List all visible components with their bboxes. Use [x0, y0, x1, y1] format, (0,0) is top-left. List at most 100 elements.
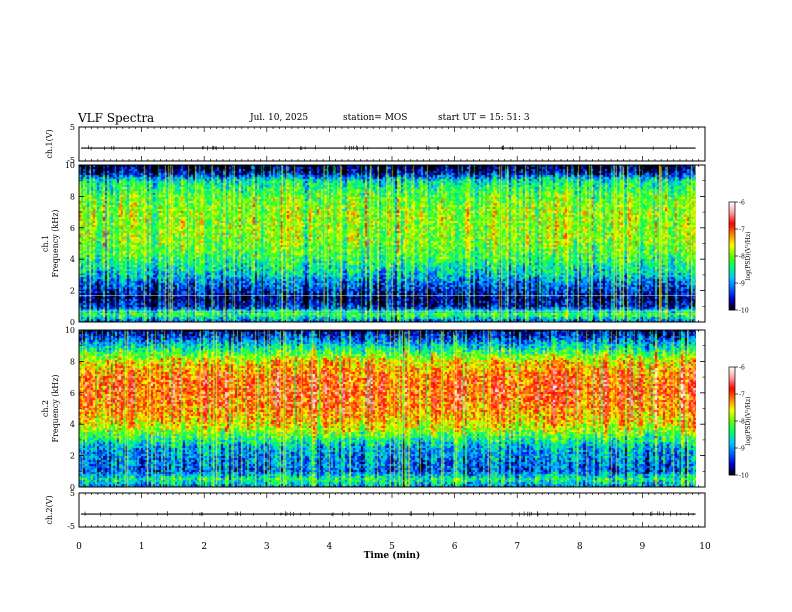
ch1-waveform-frame [78, 126, 706, 162]
ch2-spectrogram-colorbar-seg [729, 457, 735, 460]
ch2-waveform-ylabel: ch.2(V) [45, 495, 54, 524]
ch1-spectrogram-colorbar-seg [729, 283, 735, 286]
ch2-spectrogram-colorbar-seg [729, 469, 735, 472]
ch2-spectrogram-colorbar-seg [729, 377, 735, 380]
ch1-spectrogram-colorbar-seg [729, 275, 735, 278]
ch1-spectrogram-colorbar-seg [729, 234, 735, 237]
ch2-spectrogram-colorbar-seg [729, 467, 735, 470]
ch2-spectrogram-colorbar-seg [729, 439, 735, 442]
ch2-spectrogram-colorbar-seg [729, 412, 735, 415]
x-tick-label: 1 [139, 542, 145, 552]
ch1-spectrogram-colorbar-seg [729, 279, 735, 282]
ch1-spectrogram-colorbar-seg [729, 257, 735, 260]
ch1-spectrogram-colorbar-seg [729, 238, 735, 241]
ch1-spectrogram-colorbar-seg [729, 293, 735, 296]
ch1-spectrogram-ylabel: Frequency (kHz) [51, 209, 60, 277]
ch1-spectrogram-colorbar-seg [729, 263, 735, 266]
ch2-spectrogram-ytick-label: 10 [65, 326, 75, 335]
ch1-spectrogram-colorbar-seg [729, 254, 735, 257]
ch2-spectrogram-colorbar-seg [729, 466, 735, 469]
ch1-spectrogram-colorbar-seg [729, 277, 735, 280]
ch1-spectrogram-colorbar-seg [729, 252, 735, 255]
ch2-spectrogram-colorbar-seg [729, 397, 735, 400]
ch2-spectrogram-colorbar-seg [729, 453, 735, 456]
ch2-spectrogram-colorbar-tick-label: -8 [739, 419, 745, 426]
ch1-spectrogram-ytick-label: 4 [70, 255, 75, 264]
ch1-spectrogram-colorbar-seg [729, 221, 735, 224]
ch1-spectrogram-colorbar-seg [729, 202, 735, 205]
ch1-spectrogram-colorbar-seg [729, 207, 735, 210]
ch2-spectrogram-colorbar-seg [729, 385, 735, 388]
ch1-spectrogram-colorbar-seg [729, 268, 735, 271]
ch1-spectrogram-colorbar-seg [729, 220, 735, 223]
ch1-spectrogram-colorbar-seg [729, 292, 735, 295]
ch2-spectrogram-ytick-label: 2 [70, 452, 75, 461]
ch2-spectrogram-colorbar-seg [729, 376, 735, 379]
ch2-spectrogram-colorbar-seg [729, 460, 735, 463]
ch2-spectrogram-colorbar-seg [729, 401, 735, 404]
ch1-spectrogram-colorbar-seg [729, 211, 735, 214]
ch1-spectrogram-colorbar-label: log(PSD)(V²/Hz) [745, 232, 752, 281]
ch2-spectrogram-colorbar-seg [729, 383, 735, 386]
ch1-spectrogram-colorbar-seg [729, 232, 735, 235]
ch2-spectrogram-colorbar-seg [729, 462, 735, 465]
ch1-spectrogram-ytick-label: 6 [70, 224, 75, 233]
ch2-spectrogram-colorbar-seg [729, 390, 735, 393]
ch2-spectrogram-colorbar-seg [729, 395, 735, 398]
ch2-spectrogram-colorbar-seg [729, 473, 735, 476]
x-tick-label: 3 [264, 542, 270, 552]
ch1-spectrogram-colorbar-seg [729, 227, 735, 230]
ch2-spectrogram-colorbar-seg [729, 428, 735, 431]
ch1-spectrogram-colorbar-seg [729, 308, 735, 311]
x-tick-label: 9 [640, 542, 646, 552]
chart-title: VLF Spectra [78, 111, 155, 125]
ch2-spectrogram-colorbar-seg [729, 446, 735, 449]
ch1-spectrogram-colorbar-seg [729, 304, 735, 307]
ch1-spectrogram-colorbar-seg [729, 241, 735, 244]
ch1-spectrogram-colorbar-seg [729, 288, 735, 291]
ch1-spectrogram-ylabel-channel: ch.1 [41, 235, 50, 252]
ch2-spectrogram-colorbar-seg [729, 422, 735, 425]
ch1-spectrogram-colorbar-seg [729, 284, 735, 287]
ch2-waveform-frame [78, 492, 706, 528]
ch2-spectrogram-colorbar-seg [729, 404, 735, 407]
ch2-spectrogram-colorbar-tick-label: -10 [739, 473, 749, 480]
ch2-spectrogram-ylabel-channel: ch.2 [41, 400, 50, 417]
ch1-spectrogram-colorbar-seg [729, 259, 735, 262]
ch1-spectrogram-colorbar-tick-label: -9 [739, 281, 745, 288]
ch1-spectrogram-colorbar-seg [729, 301, 735, 304]
ch1-waveform-ylabel: ch.1(V) [45, 129, 54, 158]
ch1-spectrogram-colorbar-seg [729, 229, 735, 232]
ch1-spectrogram-colorbar-seg [729, 299, 735, 302]
ch1-spectrogram-colorbar-tick-label: -8 [739, 254, 745, 261]
ch2-spectrogram-colorbar-seg [729, 370, 735, 373]
ch2-spectrogram-colorbar-seg [729, 430, 735, 433]
ch1-spectrogram-colorbar-seg [729, 302, 735, 305]
ch2-spectrogram-colorbar-seg [729, 421, 735, 424]
ch2-spectrogram-image [79, 330, 696, 487]
ch2-spectrogram-colorbar-seg [729, 368, 735, 371]
x-tick-label: 5 [389, 542, 395, 552]
ch2-spectrogram-colorbar-seg [729, 381, 735, 384]
ch1-spectrogram-colorbar-seg [729, 250, 735, 253]
ch1-spectrogram-colorbar-seg [729, 266, 735, 269]
ch2-spectrogram-colorbar-tick-label: -7 [739, 392, 745, 399]
ch2-spectrogram-colorbar-seg [729, 419, 735, 422]
ch1-spectrogram-colorbar-seg [729, 223, 735, 226]
ch2-spectrogram-colorbar-seg [729, 408, 735, 411]
ch2-spectrogram-colorbar-seg [729, 424, 735, 427]
ch1-spectrogram-colorbar-seg [729, 256, 735, 259]
ch2-spectrogram-colorbar-seg [729, 471, 735, 474]
ch1-spectrogram-colorbar-seg [729, 286, 735, 289]
ch1-spectrogram-colorbar-seg [729, 248, 735, 251]
ch1-spectrogram-colorbar-seg [729, 295, 735, 298]
ch1-waveform-ytick-label: -5 [67, 156, 75, 165]
ch2-spectrogram-colorbar-seg [729, 449, 735, 452]
ch2-spectrogram-colorbar-tick-label: -9 [739, 446, 745, 453]
ch2-waveform-ytick-label: -5 [67, 522, 75, 531]
ch2-spectrogram-ytick-label: 6 [70, 389, 75, 398]
x-tick-label: 10 [699, 542, 711, 552]
ch2-spectrogram-colorbar-seg [729, 372, 735, 375]
ch1-spectrogram-colorbar-seg [729, 261, 735, 264]
